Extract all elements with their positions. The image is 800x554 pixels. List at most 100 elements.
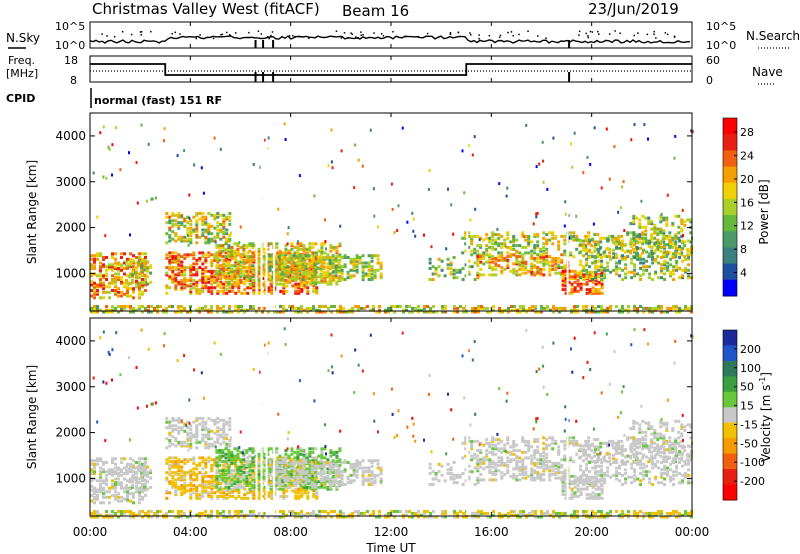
velocity-cell xyxy=(105,483,108,486)
power-cell xyxy=(288,305,291,308)
power-cell xyxy=(314,280,318,284)
power-cell xyxy=(656,233,660,237)
power-cell xyxy=(207,275,211,279)
velocity-cell xyxy=(263,463,267,467)
velocity-cell xyxy=(230,461,234,465)
power-cell xyxy=(189,289,193,293)
power-cell xyxy=(379,265,383,269)
power-cell xyxy=(357,308,360,312)
velocity-cell xyxy=(251,463,255,467)
power-cell xyxy=(349,276,353,280)
power-cell xyxy=(445,247,448,251)
power-cell xyxy=(570,282,574,286)
power-cell xyxy=(513,305,516,308)
power-cell xyxy=(207,288,211,292)
power-cell xyxy=(623,229,626,232)
velocity-cell xyxy=(120,481,123,485)
velocity-cell xyxy=(294,494,298,498)
power-cell xyxy=(678,245,682,248)
velocity-cell xyxy=(221,450,225,454)
velocity-cell xyxy=(210,429,214,433)
velocity-cell xyxy=(245,480,249,484)
velocity-cell xyxy=(328,464,332,468)
power-cell xyxy=(268,278,272,281)
power-cell xyxy=(687,306,690,310)
velocity-cell xyxy=(228,417,232,420)
power-cell xyxy=(277,256,281,259)
power-cell xyxy=(480,306,483,310)
power-cell xyxy=(275,278,279,282)
power-cell xyxy=(249,256,253,260)
power-cell xyxy=(584,244,588,248)
power-cell xyxy=(618,267,622,270)
power-cell xyxy=(174,280,178,284)
nsearch-dot xyxy=(139,31,142,33)
velocity-cell xyxy=(177,469,181,473)
power-cell xyxy=(174,277,178,281)
power-cell xyxy=(361,274,365,278)
power-cell xyxy=(337,265,341,269)
power-cell xyxy=(372,305,375,308)
power-cell xyxy=(557,271,561,275)
velocity-cell xyxy=(281,480,285,484)
power-cell xyxy=(647,216,651,220)
power-cell xyxy=(293,251,297,255)
velocity-cell xyxy=(111,484,114,488)
power-cell xyxy=(509,253,513,257)
power-cell xyxy=(141,261,144,265)
power-cell xyxy=(367,272,371,276)
nsearch-dot xyxy=(360,34,362,36)
velocity-cell xyxy=(245,471,249,475)
power-cell xyxy=(123,285,126,289)
power-cell xyxy=(498,306,501,310)
power-cell xyxy=(140,266,144,270)
velocity-cell xyxy=(216,426,220,430)
velocity-cell xyxy=(224,460,228,464)
power-cell xyxy=(686,253,690,257)
power-cell xyxy=(492,305,495,308)
velocity-cell xyxy=(239,476,243,480)
power-cell xyxy=(681,268,685,272)
velocity-cell xyxy=(329,485,333,489)
power-cell xyxy=(227,280,231,284)
power-cell xyxy=(278,251,282,255)
power-cell xyxy=(346,270,350,274)
power-cell xyxy=(351,306,354,310)
power-cell xyxy=(183,224,187,228)
velocity-cell xyxy=(225,478,229,482)
power-cell xyxy=(636,272,640,276)
velocity-cell xyxy=(340,481,344,485)
velocity-cell xyxy=(331,479,335,483)
power-cell xyxy=(219,280,223,284)
power-cell xyxy=(135,256,138,259)
velocity-cell xyxy=(102,501,105,505)
velocity-cell xyxy=(201,417,205,420)
velocity-cell xyxy=(326,485,330,489)
velocity-cell xyxy=(329,450,333,454)
power-cell xyxy=(470,242,474,246)
power-cell xyxy=(443,274,447,278)
power-cell xyxy=(284,138,287,141)
power-cell xyxy=(319,268,323,272)
power-cell xyxy=(102,287,105,291)
power-cell xyxy=(678,267,682,270)
power-cell xyxy=(582,273,586,277)
power-cell xyxy=(224,267,228,271)
power-ylabel: Slant Range [km] xyxy=(25,160,39,264)
velocity-cell xyxy=(180,474,184,478)
power-cell xyxy=(291,306,294,310)
velocity-cell xyxy=(218,454,222,458)
power-cell xyxy=(215,258,219,262)
power-cell xyxy=(632,214,636,218)
velocity-cell xyxy=(257,465,261,469)
power-cell xyxy=(174,255,178,259)
power-cell xyxy=(355,268,359,272)
power-cell xyxy=(171,256,175,260)
velocity-cell xyxy=(99,486,102,490)
power-cell xyxy=(539,260,543,264)
velocity-cell xyxy=(310,470,314,474)
velocity-cell xyxy=(295,479,299,483)
power-cell xyxy=(263,247,267,251)
velocity-cell xyxy=(198,417,202,420)
